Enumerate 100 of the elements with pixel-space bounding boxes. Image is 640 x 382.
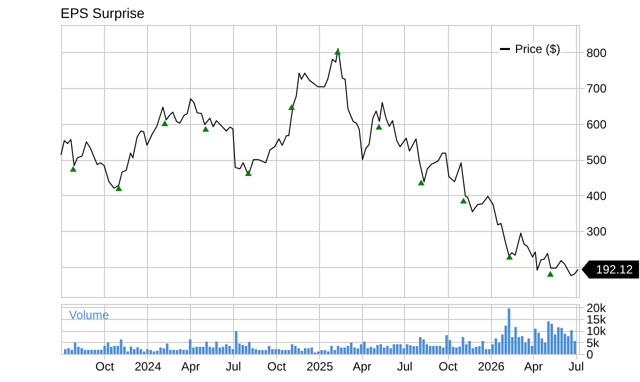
bar — [330, 346, 333, 354]
bar — [222, 346, 224, 354]
bar — [152, 351, 156, 354]
bar — [297, 348, 300, 354]
bar — [254, 349, 258, 354]
chart-title: Volume — [69, 308, 110, 322]
bar — [244, 346, 248, 354]
bar — [528, 338, 530, 354]
bar — [455, 347, 458, 354]
point — [70, 166, 77, 172]
x-tick-label: Apr — [181, 360, 200, 374]
bar — [156, 350, 159, 354]
y-tick-label: 10k — [586, 324, 607, 338]
x-tick-label: 2025 — [306, 360, 334, 374]
bar — [320, 350, 323, 354]
x-tick-label: Jul — [226, 360, 242, 374]
bar — [264, 350, 268, 354]
bar — [445, 335, 448, 354]
bar — [336, 346, 340, 354]
x-tick-label: Apr — [352, 360, 372, 374]
bar — [428, 346, 432, 354]
point — [115, 185, 122, 192]
bar — [300, 350, 304, 354]
x-tick-label: Oct — [438, 360, 458, 374]
bar — [74, 342, 76, 354]
bar — [324, 350, 326, 354]
bar — [96, 350, 100, 354]
bar — [110, 346, 112, 354]
bar — [271, 349, 274, 354]
bar — [438, 346, 442, 354]
bar — [106, 342, 110, 354]
y-tick-label: 700 — [586, 82, 607, 96]
bar — [363, 342, 366, 354]
bar — [307, 348, 310, 354]
bar — [284, 350, 287, 354]
bar — [514, 327, 517, 354]
bar — [225, 344, 228, 354]
bar — [205, 342, 208, 354]
point — [245, 170, 252, 176]
legend-label: Price ($) — [515, 42, 560, 56]
bar — [290, 344, 294, 354]
bar — [481, 340, 484, 354]
bar — [113, 346, 116, 354]
bar — [560, 328, 563, 354]
bar — [376, 344, 379, 354]
bar — [140, 349, 142, 354]
bar — [84, 350, 86, 354]
bar — [100, 350, 103, 354]
bar — [142, 351, 146, 354]
bar — [166, 344, 168, 354]
y-tick-label: 300 — [586, 224, 607, 238]
bar — [474, 346, 478, 354]
bar — [248, 342, 251, 354]
point — [376, 124, 382, 130]
x-tick-label: Jul — [397, 360, 412, 374]
bar — [294, 346, 297, 354]
bar — [215, 342, 218, 354]
bar — [67, 348, 70, 354]
bar — [179, 349, 182, 354]
bar — [274, 349, 277, 354]
bar — [176, 350, 178, 354]
bar — [94, 350, 96, 354]
bar — [241, 344, 244, 354]
y-tick-label: 5k — [586, 336, 600, 350]
bar — [195, 346, 198, 354]
bar — [550, 324, 554, 354]
bar — [198, 346, 202, 354]
bar — [77, 346, 80, 354]
bar — [182, 350, 185, 354]
bar — [402, 348, 406, 354]
bar — [149, 350, 152, 354]
y-tick-label: 0 — [586, 348, 594, 362]
bar — [432, 346, 435, 354]
bar — [280, 350, 284, 354]
bar — [412, 346, 415, 354]
bar — [146, 349, 149, 354]
bar — [120, 339, 122, 354]
x-tick-label: Apr — [524, 360, 543, 374]
point — [418, 180, 425, 186]
bar — [86, 350, 90, 354]
bar — [370, 346, 372, 354]
bar — [136, 347, 139, 354]
bar — [261, 350, 264, 354]
bar — [537, 332, 540, 354]
bar — [399, 344, 402, 354]
point — [202, 126, 209, 132]
bar — [334, 350, 336, 354]
point — [334, 48, 341, 55]
bar — [419, 337, 422, 354]
bar — [389, 348, 392, 354]
bar — [386, 346, 389, 354]
bar — [278, 349, 280, 354]
bar — [310, 347, 314, 354]
bar — [103, 346, 106, 354]
bar — [462, 337, 464, 354]
bar — [234, 331, 238, 354]
bar — [468, 340, 471, 354]
y-tick-label: 400 — [586, 188, 607, 203]
bar — [570, 330, 573, 354]
bar — [409, 345, 412, 354]
